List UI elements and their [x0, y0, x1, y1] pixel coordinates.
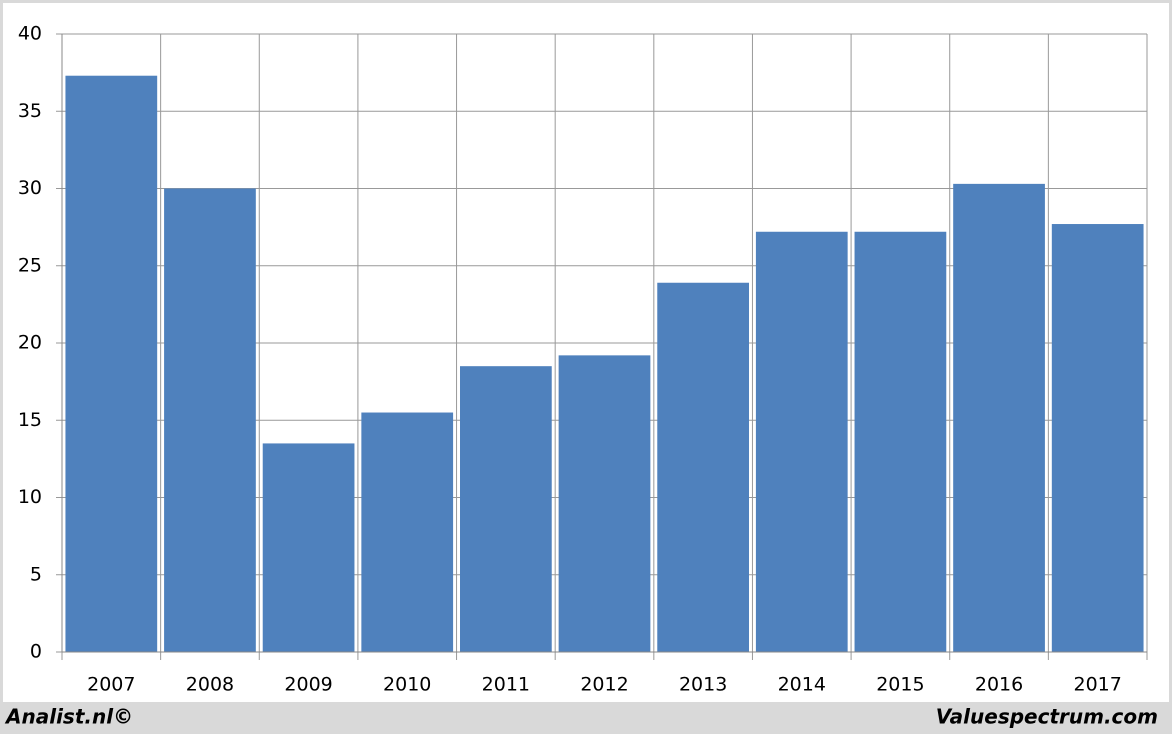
bar	[459, 366, 552, 652]
bar	[164, 188, 256, 652]
bar	[854, 231, 947, 652]
x-tick-label: 2008	[186, 674, 234, 696]
y-tick-label: 35	[18, 100, 42, 122]
bar	[361, 412, 454, 652]
bar	[558, 355, 651, 652]
x-tick-label: 2009	[284, 674, 332, 696]
y-tick-label: 5	[30, 563, 42, 585]
footer-right: Valuespectrum.com	[936, 705, 1158, 729]
bar	[1051, 224, 1144, 652]
bar	[953, 183, 1045, 653]
y-tick-label: 20	[18, 332, 42, 354]
bar	[65, 75, 158, 653]
y-tick-label: 40	[18, 23, 42, 45]
bar	[755, 231, 848, 652]
footer-left: Analist.nl©	[4, 705, 133, 729]
bar	[262, 443, 355, 652]
x-tick-label: 2007	[87, 674, 135, 696]
y-tick-label: 10	[18, 486, 42, 508]
x-tick-label: 2015	[876, 674, 924, 696]
x-tick-label: 2012	[580, 674, 628, 696]
x-tick-label: 2014	[778, 674, 826, 696]
y-tick-label: 30	[18, 177, 42, 199]
y-tick-label: 25	[18, 254, 42, 276]
y-tick-label: 0	[30, 641, 42, 663]
y-tick-label: 15	[18, 409, 42, 431]
bar	[657, 282, 750, 652]
x-tick-label: 2011	[482, 674, 530, 696]
x-tick-label: 2013	[679, 674, 727, 696]
x-tick-label: 2010	[383, 674, 431, 696]
x-tick-label: 2017	[1074, 674, 1122, 696]
x-tick-label: 2016	[975, 674, 1023, 696]
